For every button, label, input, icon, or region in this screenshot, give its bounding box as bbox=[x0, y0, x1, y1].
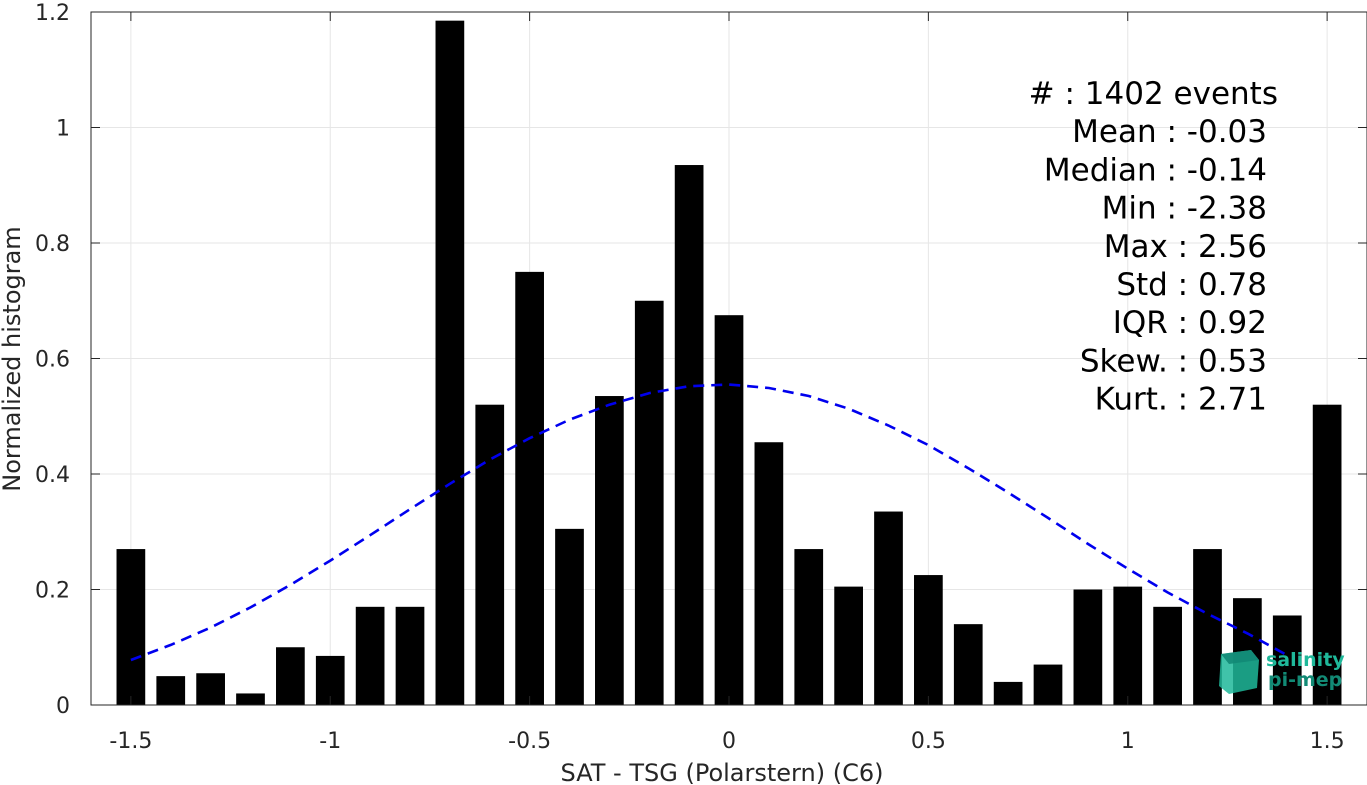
histogram-bar bbox=[754, 442, 784, 705]
stat-line: Max : 2.56 bbox=[1104, 229, 1267, 265]
y-tick-label: 1.2 bbox=[35, 1, 70, 26]
stat-line: Min : -2.38 bbox=[1102, 191, 1267, 227]
y-tick-labels: 0 0.2 0.4 0.6 0.8 1 1.2 bbox=[35, 1, 70, 719]
x-tick-label: -0.5 bbox=[508, 729, 551, 754]
histogram-bar bbox=[1193, 549, 1222, 705]
stat-line: # : 1402 events bbox=[1029, 76, 1278, 112]
histogram-bar bbox=[156, 676, 186, 705]
x-axis-title: SAT - TSG (Polarstern) (C6) bbox=[561, 759, 884, 785]
normal-fit-curve bbox=[130, 383, 1288, 662]
stat-line: Median : -0.14 bbox=[1044, 152, 1267, 188]
histogram-bar bbox=[475, 404, 505, 705]
histogram-bar bbox=[1312, 404, 1342, 705]
histogram-bar bbox=[355, 606, 385, 705]
histogram-bar bbox=[714, 315, 744, 705]
y-tick-label: 0.4 bbox=[35, 463, 70, 488]
histogram-bar bbox=[276, 647, 305, 705]
histogram-bar bbox=[435, 20, 465, 706]
x-tick-label: 1.5 bbox=[1310, 729, 1345, 754]
histogram-bar bbox=[953, 624, 983, 705]
histogram-bar bbox=[993, 681, 1023, 705]
histogram-bar bbox=[1153, 606, 1182, 705]
salinity-pimep-logo: salinity pi-mep bbox=[1219, 649, 1345, 694]
stat-line: Std : 0.78 bbox=[1116, 267, 1267, 303]
x-tick-label: 1 bbox=[1121, 729, 1135, 754]
histogram-bar bbox=[794, 549, 824, 705]
x-tick-label: 0 bbox=[722, 729, 736, 754]
y-tick-label: 1 bbox=[56, 117, 70, 142]
histogram-bar bbox=[1033, 664, 1063, 705]
logo-cube-face bbox=[1221, 650, 1259, 664]
histogram-bar bbox=[116, 549, 146, 705]
axis-ticks bbox=[91, 11, 1367, 706]
logo-line1: salinity bbox=[1266, 649, 1345, 671]
histogram-bar bbox=[395, 606, 425, 705]
x-tick-label: 0.5 bbox=[911, 729, 946, 754]
histogram-bar bbox=[634, 300, 664, 705]
histogram-bar bbox=[196, 673, 225, 705]
y-axis-title: Normalized histogram bbox=[0, 226, 26, 491]
stat-line: Skew. : 0.53 bbox=[1080, 343, 1267, 379]
y-tick-label: 0.6 bbox=[35, 348, 70, 373]
histogram-bar bbox=[1272, 615, 1302, 705]
histogram-bar bbox=[914, 575, 943, 705]
y-tick-label: 0.8 bbox=[35, 232, 70, 257]
y-tick-label: 0.2 bbox=[35, 579, 70, 604]
stat-line: Mean : -0.03 bbox=[1072, 114, 1267, 150]
logo-line2: pi-mep bbox=[1268, 669, 1342, 691]
x-tick-label: -1 bbox=[319, 729, 341, 754]
histogram-bar bbox=[515, 271, 544, 705]
x-tick-labels: -1.5 -1 -0.5 0 0.5 1 1.5 bbox=[109, 729, 1344, 754]
histogram-bar bbox=[674, 165, 704, 706]
histogram-bar bbox=[834, 586, 863, 705]
histogram-bar bbox=[236, 693, 265, 705]
stat-line: IQR : 0.92 bbox=[1113, 305, 1267, 341]
histogram-bar bbox=[1113, 586, 1143, 705]
x-tick-label: -1.5 bbox=[109, 729, 152, 754]
histogram-bar bbox=[595, 396, 624, 705]
stat-line: Kurt. : 2.71 bbox=[1095, 382, 1267, 418]
histogram-bar bbox=[555, 528, 584, 705]
histogram-bar bbox=[1073, 589, 1103, 705]
histogram-bar bbox=[874, 511, 903, 705]
y-tick-label: 0 bbox=[56, 694, 70, 719]
